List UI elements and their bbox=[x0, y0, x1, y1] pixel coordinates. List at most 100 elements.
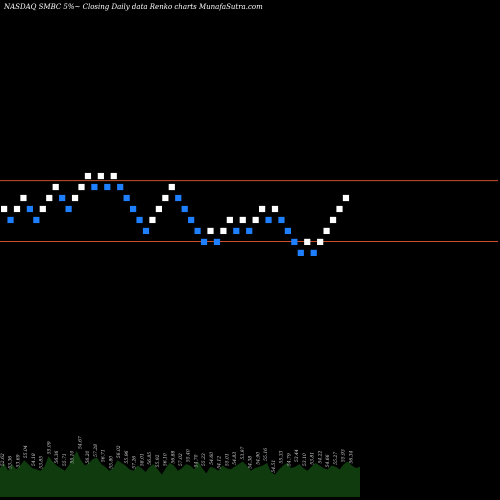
renko-brick-up bbox=[52, 183, 59, 191]
reference-lines bbox=[0, 180, 498, 243]
volume-label: 53.81 bbox=[310, 452, 316, 465]
renko-brick-up bbox=[71, 194, 79, 202]
renko-brick-down bbox=[91, 183, 98, 191]
renko-brick-down bbox=[278, 216, 285, 224]
volume-label: 53.10 bbox=[302, 453, 308, 466]
renko-brick-down bbox=[104, 183, 111, 191]
renko-brick-up bbox=[252, 216, 259, 224]
volume-label: 55.27 bbox=[333, 452, 339, 465]
volume-label: 54.60 bbox=[209, 452, 215, 465]
volume-label: 55.71 bbox=[62, 453, 68, 466]
renko-brick-down bbox=[175, 194, 182, 202]
volume-label: 55.80 bbox=[108, 456, 114, 469]
volume-label: 53.44 bbox=[294, 449, 300, 462]
renko-brick-down bbox=[310, 249, 317, 256]
volume-label: 55.01 bbox=[224, 453, 230, 466]
renko-brick-down bbox=[136, 216, 143, 224]
volume-label: 54.79 bbox=[286, 453, 292, 466]
renko-brick-up bbox=[20, 194, 27, 202]
volume-label: 56.85 bbox=[147, 452, 153, 465]
renko-brick-down bbox=[188, 216, 195, 224]
volume-label: 54.38 bbox=[248, 456, 254, 469]
renko-brick-up bbox=[110, 172, 117, 180]
renko-brick-up bbox=[317, 238, 324, 246]
renko-brick-down bbox=[123, 194, 130, 202]
renko-brick-up bbox=[323, 227, 330, 235]
volume-label: 54.22 bbox=[317, 450, 323, 463]
renko-brick-up bbox=[39, 205, 46, 213]
renko-brick-down bbox=[200, 238, 208, 246]
renko-brick-down bbox=[117, 183, 124, 191]
renko-brick-down bbox=[59, 194, 66, 202]
renko-brick-down bbox=[65, 205, 72, 213]
renko-brick-down bbox=[194, 227, 201, 235]
volume-label: 55.96 bbox=[124, 450, 130, 463]
volume-label: 53.69 bbox=[15, 454, 21, 467]
renko-brick-down bbox=[130, 205, 137, 213]
renko-brick-down bbox=[7, 216, 14, 224]
volume-label: 55.16 bbox=[263, 448, 269, 461]
renko-brick-down bbox=[233, 227, 240, 235]
volume-label: 57.28 bbox=[93, 444, 99, 457]
renko-brick-up bbox=[271, 205, 279, 213]
volume-label: 54.66 bbox=[325, 454, 331, 467]
volume-label: 55.33 bbox=[279, 450, 285, 463]
volume-label: 55.23 bbox=[201, 453, 207, 466]
renko-brick-up bbox=[329, 216, 337, 224]
volume-label: 53.36 bbox=[8, 456, 14, 469]
renko-bricks bbox=[1, 172, 350, 256]
renko-brick-down bbox=[297, 249, 304, 256]
renko-brick-down bbox=[246, 227, 253, 235]
renko-brick-down bbox=[213, 238, 221, 246]
volume-label: 54.67 bbox=[77, 436, 83, 449]
volume-label: 57.02 bbox=[178, 453, 184, 466]
volume-area bbox=[0, 451, 360, 497]
volume-label: 56.71 bbox=[101, 449, 107, 462]
renko-brick-up bbox=[13, 205, 21, 213]
renko-brick-down bbox=[181, 205, 188, 213]
renko-brick-down bbox=[284, 227, 291, 235]
renko-brick-up bbox=[226, 216, 233, 224]
renko-brick-up bbox=[46, 194, 53, 202]
volume-label: 54.12 bbox=[217, 456, 223, 469]
renko-brick-down bbox=[26, 205, 33, 213]
renko-brick-up bbox=[259, 205, 266, 213]
renko-brick-up bbox=[304, 238, 311, 246]
volume-label: 56.36 bbox=[54, 450, 60, 463]
volume-label: 56.10 bbox=[163, 453, 169, 466]
renko-brick-down bbox=[291, 238, 298, 246]
volume-label: 56.20 bbox=[85, 450, 91, 463]
volume-label: 57.26 bbox=[132, 456, 138, 469]
volume-label: 56.34 bbox=[348, 450, 354, 463]
volume-label: 54.51 bbox=[271, 460, 277, 473]
renko-brick-up bbox=[84, 172, 92, 180]
renko-brick-up bbox=[149, 216, 156, 224]
renko-brick-up bbox=[155, 205, 162, 213]
volume-label: 55.04 bbox=[23, 445, 29, 458]
volume-label: 58.01 bbox=[139, 453, 145, 466]
volume-label: 52.62 bbox=[0, 453, 6, 466]
volume-label: 55.93 bbox=[341, 449, 347, 462]
renko-brick-down bbox=[142, 227, 150, 235]
volume-label: 53.97 bbox=[240, 446, 246, 459]
renko-brick-down bbox=[265, 216, 272, 224]
volume-label: 55.92 bbox=[155, 454, 161, 467]
volume-label: 54.83 bbox=[232, 452, 238, 465]
renko-brick-up bbox=[97, 172, 104, 180]
chart-title: NASDAQ SMBC 5%~ Closing Daily data Renko… bbox=[3, 3, 263, 11]
volume-label: 53.85 bbox=[39, 456, 45, 469]
volume-label: 56.02 bbox=[116, 445, 122, 458]
volume-label: 54.18 bbox=[31, 453, 37, 466]
renko-brick-up bbox=[239, 216, 246, 224]
volume-label: 54.90 bbox=[255, 452, 261, 465]
renko-brick-up bbox=[207, 227, 214, 235]
volume-label: 54.70 bbox=[193, 454, 199, 467]
volume-panel bbox=[0, 451, 360, 497]
renko-brick-up bbox=[336, 205, 343, 213]
renko-brick-up bbox=[220, 227, 227, 235]
renko-brick-up bbox=[1, 205, 8, 213]
volume-label: 55.09 bbox=[46, 441, 52, 454]
